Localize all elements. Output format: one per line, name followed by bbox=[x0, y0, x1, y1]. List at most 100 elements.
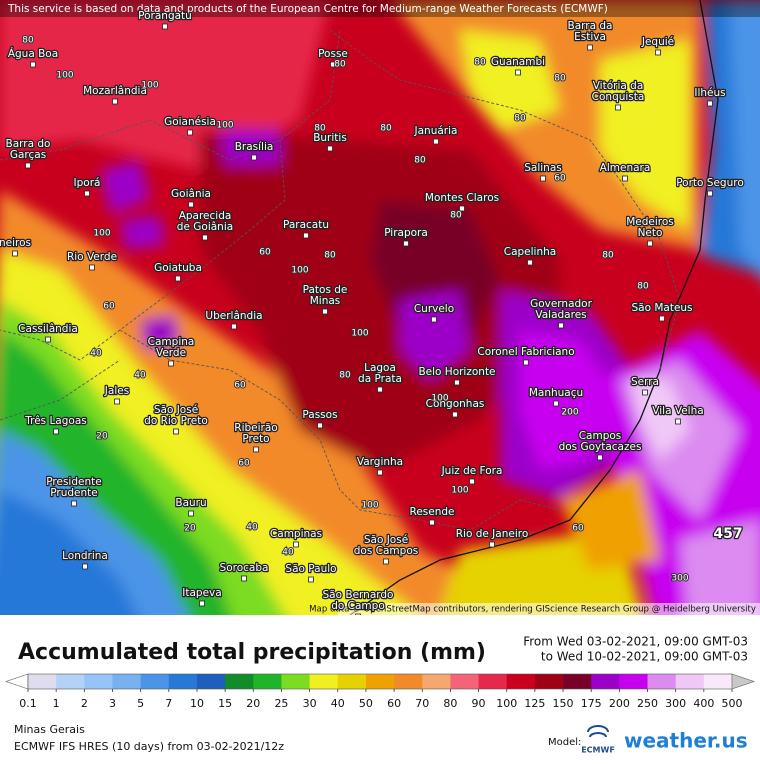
colorbar-bin bbox=[196, 674, 226, 689]
city-marker bbox=[527, 259, 533, 266]
colorbar-tick-label: 200 bbox=[609, 697, 630, 710]
colorbar-tick-label: 500 bbox=[722, 697, 743, 710]
city-label: Água Boa bbox=[8, 47, 58, 60]
city-label: Mozarlândia bbox=[83, 85, 147, 97]
region-name: Minas Gerais bbox=[14, 723, 85, 736]
city-label: Rio de Janeiro bbox=[456, 528, 529, 540]
city-marker bbox=[622, 175, 628, 182]
city-label: Salinas bbox=[524, 162, 562, 174]
city-marker bbox=[251, 154, 257, 161]
city-label: de Goiânia bbox=[177, 221, 233, 233]
city-label: da Prata bbox=[358, 373, 402, 385]
colorbar-bin bbox=[675, 674, 705, 689]
contour-label: 80 bbox=[554, 74, 566, 84]
city-marker bbox=[168, 360, 174, 367]
city-label: Rio Verde bbox=[67, 251, 117, 263]
city-marker bbox=[82, 563, 88, 570]
colorbar-tick-label: 3 bbox=[109, 697, 116, 710]
contour-label: 100 bbox=[431, 394, 448, 404]
colorbar-tick-label: 400 bbox=[693, 697, 714, 710]
city-label: Campina bbox=[148, 336, 195, 348]
colorbar-bin bbox=[112, 674, 142, 689]
city-marker bbox=[707, 190, 713, 197]
city-label: dos Campos bbox=[354, 545, 418, 557]
city-marker bbox=[707, 100, 713, 107]
colorbar-bin bbox=[591, 674, 620, 689]
contour-label: 80 bbox=[414, 156, 426, 166]
city-label: Preto bbox=[242, 433, 269, 445]
colorbar-tick-label: 100 bbox=[496, 697, 517, 710]
city-marker bbox=[523, 359, 529, 366]
city-marker bbox=[25, 162, 31, 169]
colorbar-bin bbox=[309, 674, 339, 689]
city-label: Juiz de Fora bbox=[441, 465, 503, 477]
city-marker bbox=[642, 389, 648, 396]
city-label: do Rio Preto bbox=[144, 415, 208, 427]
city-label: Porto Seguro bbox=[676, 177, 744, 189]
city-label: Minas bbox=[310, 295, 341, 307]
contour-label: 20 bbox=[184, 524, 196, 534]
city-label: dos Goytacazes bbox=[559, 441, 642, 453]
contour-label: 60 bbox=[234, 381, 246, 391]
city-label: Três Lagoas bbox=[24, 415, 87, 427]
city-marker bbox=[377, 386, 383, 393]
colorbar-tick-label: 50 bbox=[359, 697, 373, 710]
city-label: Curvelo bbox=[414, 303, 454, 315]
city-marker bbox=[12, 250, 18, 257]
precipitation-map: This service is based on data and produc… bbox=[0, 0, 760, 615]
colorbar-over bbox=[731, 673, 755, 690]
contour-label: 100 bbox=[141, 81, 158, 91]
colorbar-bin bbox=[365, 674, 395, 689]
contour-label: 80 bbox=[314, 124, 326, 134]
city-label: Varginha bbox=[357, 456, 403, 468]
city-marker bbox=[515, 69, 521, 76]
contour-label: 80 bbox=[450, 211, 462, 221]
city-label: Jales bbox=[104, 385, 129, 397]
city-label: Manhuaçu bbox=[529, 387, 583, 399]
city-label: Londrina bbox=[62, 550, 108, 562]
city-marker bbox=[293, 541, 299, 548]
contour-label: 80 bbox=[380, 124, 392, 134]
city-label: Brasília bbox=[235, 141, 274, 153]
city-label: Garças bbox=[10, 149, 46, 161]
colorbar: 0.1 1 2 3 5 7 10 15 20 25 30 40 50 60 70 80 90 100 125 150 1… bbox=[5, 673, 755, 710]
city-label: Sorocaba bbox=[220, 562, 269, 574]
city-marker bbox=[162, 23, 168, 30]
contour-label: 40 bbox=[246, 523, 258, 533]
brand-logo[interactable]: weather.us bbox=[624, 729, 748, 753]
city-label: São Paulo bbox=[285, 563, 336, 575]
colorbar-bin bbox=[647, 674, 677, 689]
colorbar-tick-label: 1 bbox=[53, 697, 60, 710]
colorbar-bin bbox=[506, 674, 536, 689]
contour-label: 100 bbox=[291, 266, 308, 276]
city-label: Ribeirão bbox=[234, 422, 277, 434]
city-label: São Mateus bbox=[631, 302, 692, 314]
colorbar-bin bbox=[478, 674, 508, 689]
data-notice: This service is based on data and produc… bbox=[7, 3, 608, 15]
colorbar-bin bbox=[56, 674, 85, 689]
colorbar-bin bbox=[394, 674, 423, 689]
contour-label: 300 bbox=[671, 574, 688, 584]
city-marker bbox=[647, 240, 653, 247]
city-label: Vila Velha bbox=[652, 405, 703, 417]
city-label: Januária bbox=[414, 125, 458, 137]
colorbar-bin bbox=[168, 674, 198, 689]
contour-label: 60 bbox=[259, 248, 271, 258]
contour-label: 100 bbox=[56, 71, 73, 81]
city-label: Conquista bbox=[592, 91, 645, 103]
legend-title: Accumulated total precipitation (mm) bbox=[18, 640, 486, 665]
city-label: Jequié bbox=[641, 36, 674, 48]
colorbar-tick-label: 90 bbox=[472, 697, 486, 710]
city-marker bbox=[452, 411, 458, 418]
colorbar-tick-label: 10 bbox=[190, 697, 204, 710]
city-label: Governador bbox=[530, 298, 593, 310]
colorbar-tick-label: 125 bbox=[524, 697, 545, 710]
colorbar-bin bbox=[563, 674, 592, 689]
city-marker bbox=[459, 205, 465, 212]
contour-label: 80 bbox=[602, 251, 614, 261]
colorbar-tick-label: 250 bbox=[637, 697, 658, 710]
city-label: São José bbox=[154, 404, 198, 416]
city-marker bbox=[489, 541, 495, 548]
city-marker bbox=[403, 240, 409, 247]
